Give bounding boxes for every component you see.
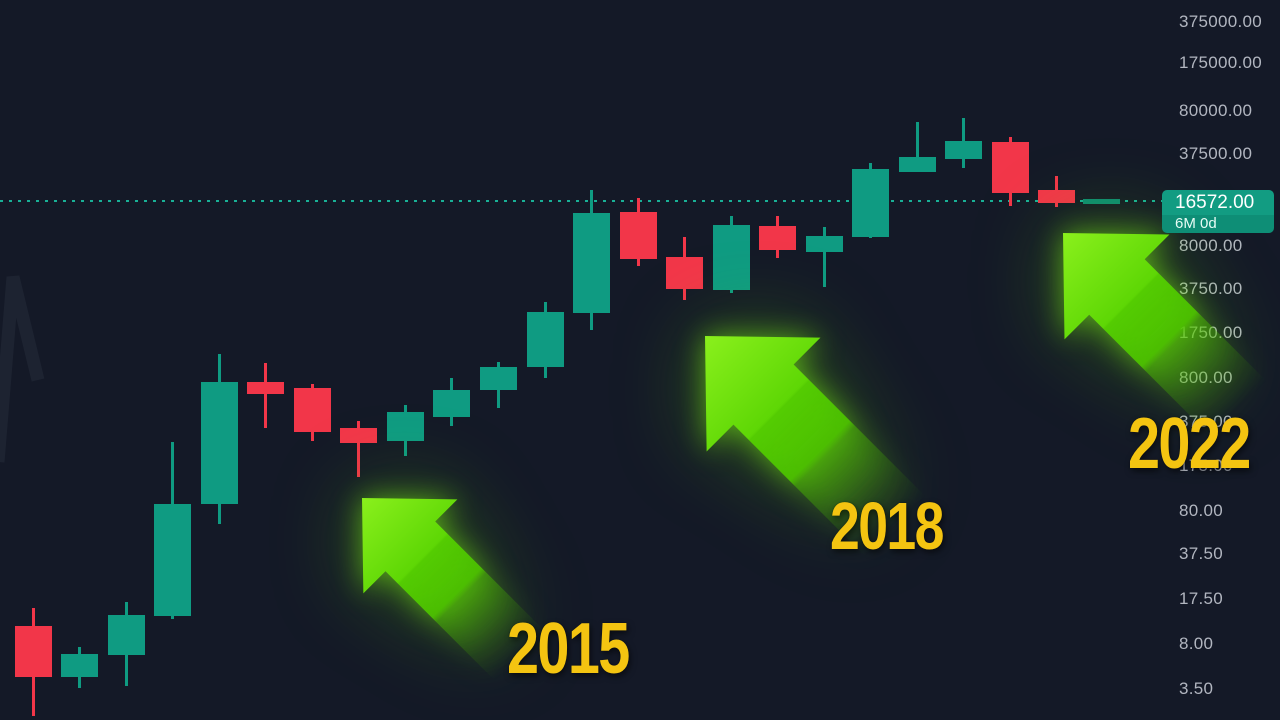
candle-body-down bbox=[666, 257, 703, 289]
candle-body-up bbox=[480, 367, 517, 390]
price-scale-label: 375000.00 bbox=[1179, 12, 1263, 31]
candle-body-up bbox=[527, 312, 564, 367]
current-price-dotted-line bbox=[0, 200, 1163, 202]
candle-wick bbox=[357, 421, 360, 477]
price-scale-label: 80000.00 bbox=[1179, 101, 1253, 120]
candle-body-down bbox=[294, 388, 331, 432]
candle-body-up bbox=[852, 169, 889, 237]
price-scale-label: 175.00 bbox=[1179, 456, 1233, 475]
candle-body-down bbox=[759, 226, 796, 250]
price-scale-label: 8.00 bbox=[1179, 634, 1214, 653]
candle-body-down bbox=[247, 382, 284, 394]
candle-body-up bbox=[61, 654, 98, 677]
price-scale-label: 37.50 bbox=[1179, 544, 1224, 563]
candle-body-down bbox=[1038, 190, 1075, 203]
candle-body-up bbox=[713, 225, 750, 290]
last-price-tag: 16572.00 6M 0d bbox=[1162, 190, 1274, 233]
candle-countdown: 6M 0d bbox=[1162, 215, 1274, 233]
candle-body-up bbox=[387, 412, 424, 441]
price-scale-label: 37500.00 bbox=[1179, 144, 1253, 163]
price-scale-label: 80.00 bbox=[1179, 501, 1224, 520]
candle-body-down bbox=[15, 626, 52, 677]
candle-wick bbox=[823, 227, 826, 287]
price-scale-label: 17.50 bbox=[1179, 589, 1224, 608]
price-scale-label: 175000.00 bbox=[1179, 53, 1263, 72]
candle-wick bbox=[264, 363, 267, 428]
candle-body-down bbox=[992, 142, 1029, 193]
candle-body-up bbox=[945, 141, 982, 159]
candle-body-up bbox=[154, 504, 191, 616]
price-scale-label: 3.50 bbox=[1179, 679, 1214, 698]
candle-body-up bbox=[899, 157, 936, 172]
candle-body-flat bbox=[1083, 199, 1120, 204]
candle-body-up bbox=[573, 213, 610, 313]
candle-body-up bbox=[108, 615, 145, 655]
candle-body-down bbox=[620, 212, 657, 259]
candle-body-up bbox=[201, 382, 238, 504]
candle-body-up bbox=[433, 390, 470, 417]
candle-body-down bbox=[340, 428, 377, 443]
last-price-value: 16572.00 bbox=[1162, 190, 1274, 215]
candle-wick bbox=[916, 122, 919, 171]
candle-body-up bbox=[806, 236, 843, 252]
